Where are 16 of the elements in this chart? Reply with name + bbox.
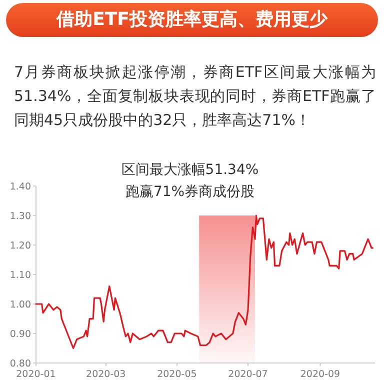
- title: 借助ETF投资胜率更高、费用更少: [6, 3, 378, 37]
- annotation: 跑赢71%券商成份股: [125, 184, 255, 200]
- annotation: 区间最大涨幅51.34%: [121, 162, 259, 178]
- y-tick-label: 1.30: [10, 211, 31, 222]
- x-tick-label: 2020-03: [86, 369, 126, 380]
- x-tick-label: 2020-05: [157, 369, 197, 380]
- y-tick-label: 1.20: [10, 240, 31, 252]
- x-tick-label: 2020-07: [228, 369, 268, 380]
- subtitle: 7月券商板块掀起涨停潮，券商ETF区间最大涨幅为51.34%，全面复制板块表现的同时，券商ETF跑赢了同期45只成份股中的32只，胜率高达71%！: [14, 62, 376, 131]
- y-tick-label: 1.10: [10, 270, 31, 281]
- x-tick-label: 2020-09: [300, 369, 340, 380]
- y-tick-label: 0.80: [10, 358, 31, 370]
- x-tick-label: 2020-01: [16, 369, 56, 380]
- y-tick-label: 1.00: [10, 300, 31, 310]
- y-tick-label: 0.90: [10, 329, 31, 340]
- y-tick-label: 1.40: [10, 182, 31, 192]
